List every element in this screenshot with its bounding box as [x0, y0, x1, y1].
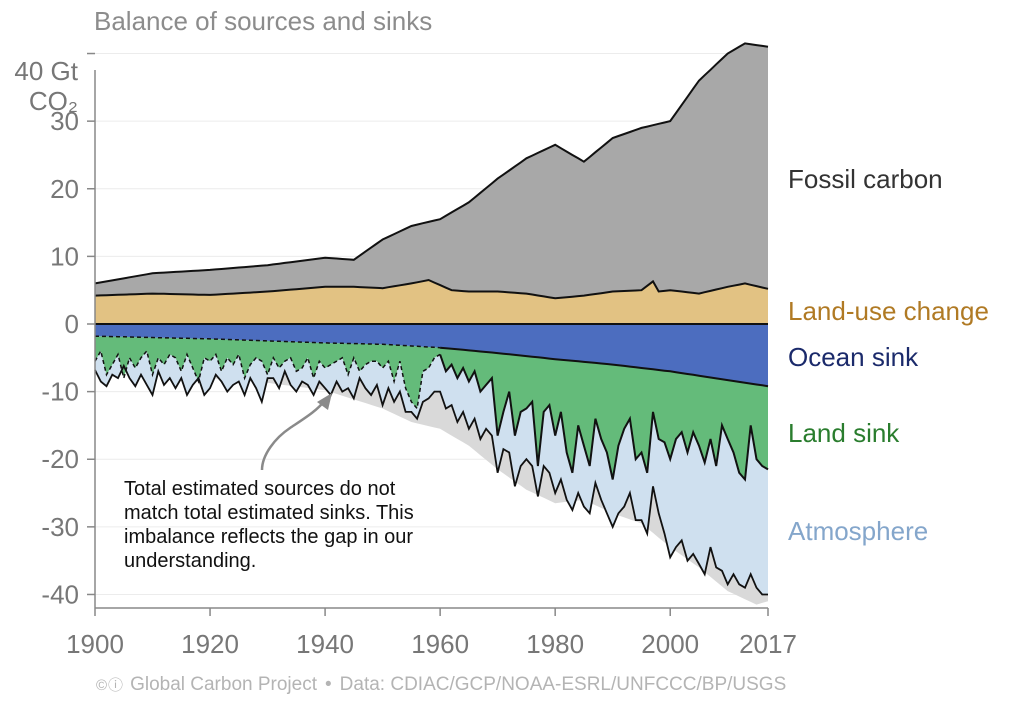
- y-tick-label: 0: [65, 309, 79, 339]
- y-unit-top: 40 Gt: [14, 56, 78, 86]
- land-use-change-area: [95, 280, 768, 324]
- ocean-sink-line: [440, 346, 769, 388]
- chart-axes: 30 20 10 0 -10 -20 -30 -40 1900 1920 1940 1960 1980 2…: [41, 52, 797, 659]
- land-use-change-line: [94, 278, 769, 300]
- land-sink-area: [95, 336, 768, 480]
- label-ocean-sink: Ocean sink: [788, 342, 919, 372]
- x-tick-label: 1920: [181, 629, 239, 659]
- x-tick-label: 1980: [526, 629, 584, 659]
- footer: ©ⓘ Global Carbon Project • Data: CDIAC/GCP/…: [96, 674, 786, 696]
- x-tick-label: 1960: [411, 629, 469, 659]
- fossil-carbon-line: [94, 42, 769, 285]
- footer-org: Global Carbon Project: [130, 674, 317, 695]
- y-tick-label: -10: [41, 377, 79, 407]
- chart-title: Balance of sources and sinks: [94, 6, 433, 36]
- y-tick-label: 20: [50, 174, 79, 204]
- ocean-sink-area: [95, 324, 768, 387]
- x-tick-label: 2017: [739, 629, 797, 659]
- fossil-carbon-area: [95, 43, 768, 299]
- land-sink-line: [439, 354, 769, 482]
- imbalance-annotation: Total estimated sources do not match tot…: [124, 478, 414, 572]
- atmosphere-line: [94, 363, 768, 596]
- y-tick-label: -20: [41, 444, 79, 474]
- cc-license-icon: ©ⓘ: [96, 677, 125, 694]
- footer-separator: •: [325, 674, 332, 695]
- land-sink-line-dashed: [94, 348, 441, 411]
- label-atmosphere: Atmosphere: [788, 516, 929, 546]
- chart-lines: [94, 42, 769, 596]
- x-tick-label: 1900: [66, 629, 124, 659]
- y-unit-bottom: CO₂: [28, 86, 78, 116]
- label-land-use-change: Land-use change: [788, 296, 989, 326]
- y-tick-label: -30: [41, 512, 79, 542]
- label-land-sink: Land sink: [788, 418, 900, 448]
- imbalance-area: [95, 364, 768, 605]
- x-tick-label: 2000: [641, 629, 699, 659]
- chart-areas: [95, 43, 768, 605]
- label-fossil-carbon: Fossil carbon: [788, 164, 943, 194]
- annotation-arrow: [260, 393, 332, 471]
- footer-data-source: Data: CDIAC/GCP/NOAA-ESRL/UNFCCC/BP/USGS: [339, 674, 787, 695]
- ocean-sink-line-dashed: [94, 335, 441, 349]
- x-tick-label: 1940: [296, 629, 354, 659]
- y-tick-label: -40: [41, 579, 79, 609]
- atmosphere-area: [95, 351, 768, 595]
- y-tick-label: 10: [50, 241, 79, 271]
- y-tick-label: 30: [50, 106, 79, 136]
